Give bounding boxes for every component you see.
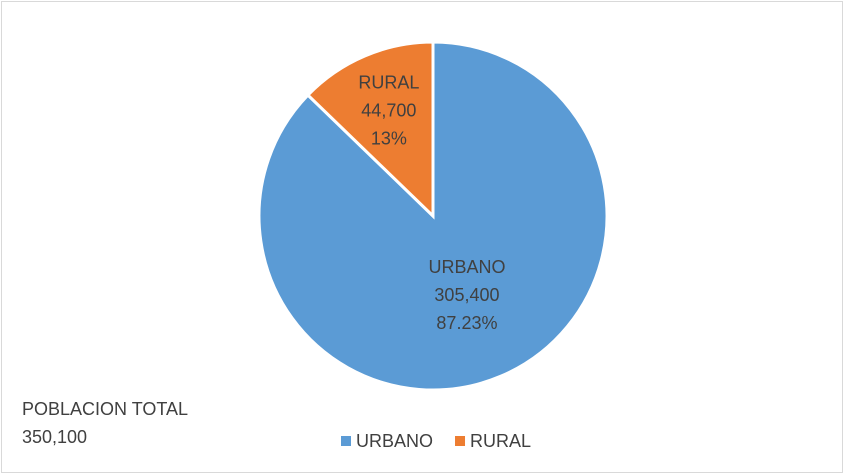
slice-label-percent: 13% xyxy=(371,129,407,149)
slice-label-percent: 87.23% xyxy=(436,313,497,333)
slice-label-value: 44,700 xyxy=(361,101,416,121)
annotation-title: POBLACION TOTAL xyxy=(22,399,188,419)
slice-label-name: RURAL xyxy=(358,73,419,93)
slice-label-value: 305,400 xyxy=(434,285,499,305)
slice-label-name: URBANO xyxy=(428,257,505,277)
legend-label: RURAL xyxy=(470,431,531,451)
annotation-text: 350,100 xyxy=(22,427,87,447)
pie-slice xyxy=(305,40,435,220)
legend-label: URBANO xyxy=(356,431,433,451)
legend-swatch xyxy=(455,436,466,446)
legend-swatch xyxy=(341,436,351,446)
